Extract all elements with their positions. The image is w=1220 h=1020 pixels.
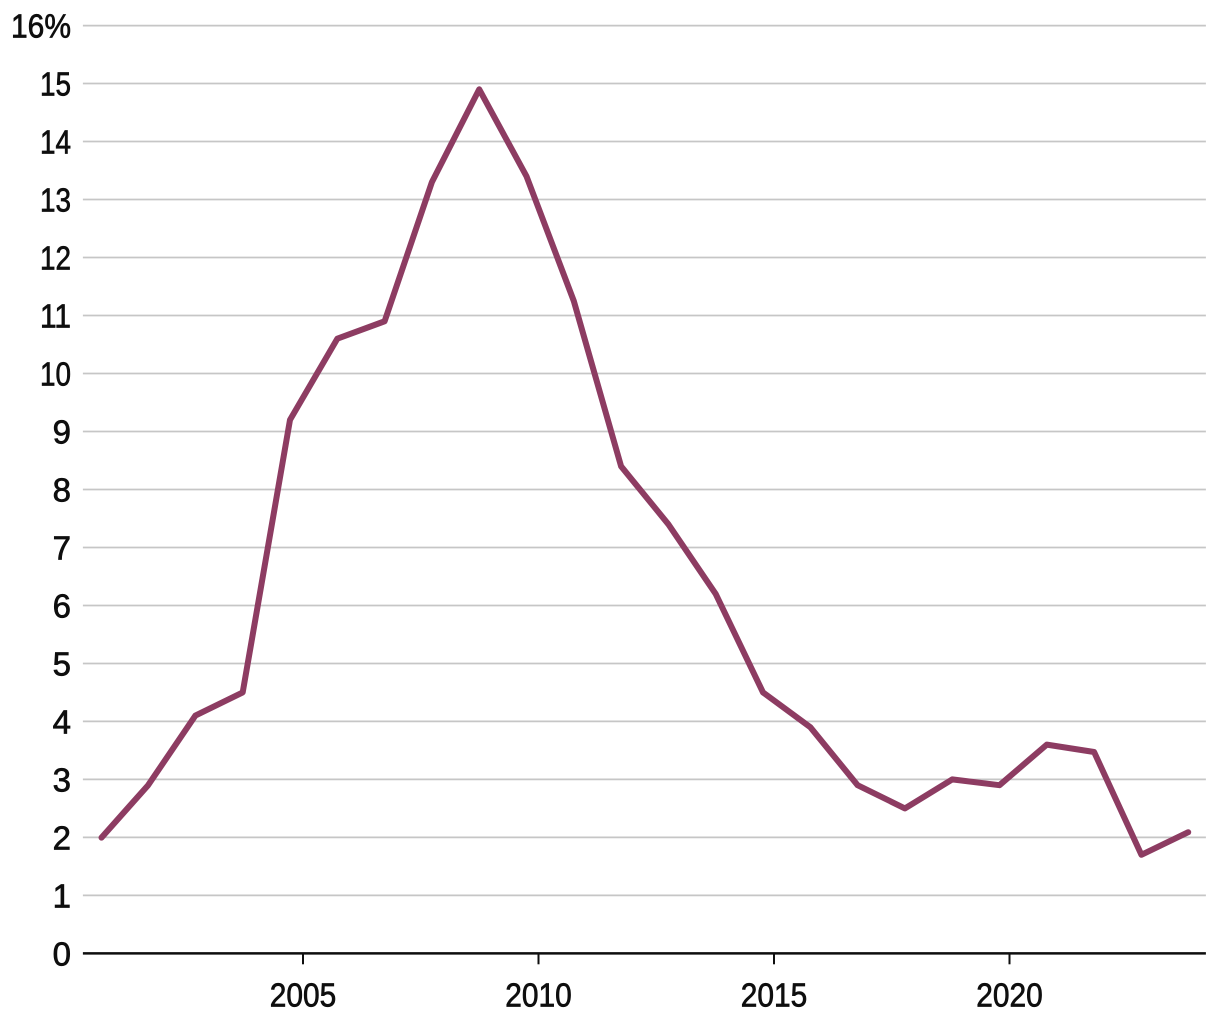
svg-text:6: 6 <box>53 588 71 625</box>
svg-text:8: 8 <box>53 472 71 509</box>
svg-text:2010: 2010 <box>505 977 572 1014</box>
svg-text:2005: 2005 <box>270 977 337 1014</box>
svg-text:14: 14 <box>40 124 71 161</box>
svg-text:2015: 2015 <box>741 977 808 1014</box>
svg-text:7: 7 <box>53 530 71 567</box>
svg-text:0: 0 <box>53 935 71 972</box>
svg-text:3: 3 <box>53 761 71 798</box>
svg-text:13: 13 <box>40 182 71 219</box>
svg-text:2020: 2020 <box>976 977 1043 1014</box>
svg-text:15: 15 <box>40 66 71 103</box>
svg-text:12: 12 <box>40 240 71 277</box>
svg-text:10: 10 <box>40 356 71 393</box>
svg-text:11: 11 <box>40 298 71 335</box>
svg-text:9: 9 <box>53 414 71 451</box>
svg-text:5: 5 <box>53 646 71 683</box>
svg-text:2: 2 <box>53 819 71 856</box>
svg-text:4: 4 <box>53 703 71 740</box>
svg-text:16%: 16% <box>11 8 71 45</box>
svg-text:1: 1 <box>53 877 71 914</box>
